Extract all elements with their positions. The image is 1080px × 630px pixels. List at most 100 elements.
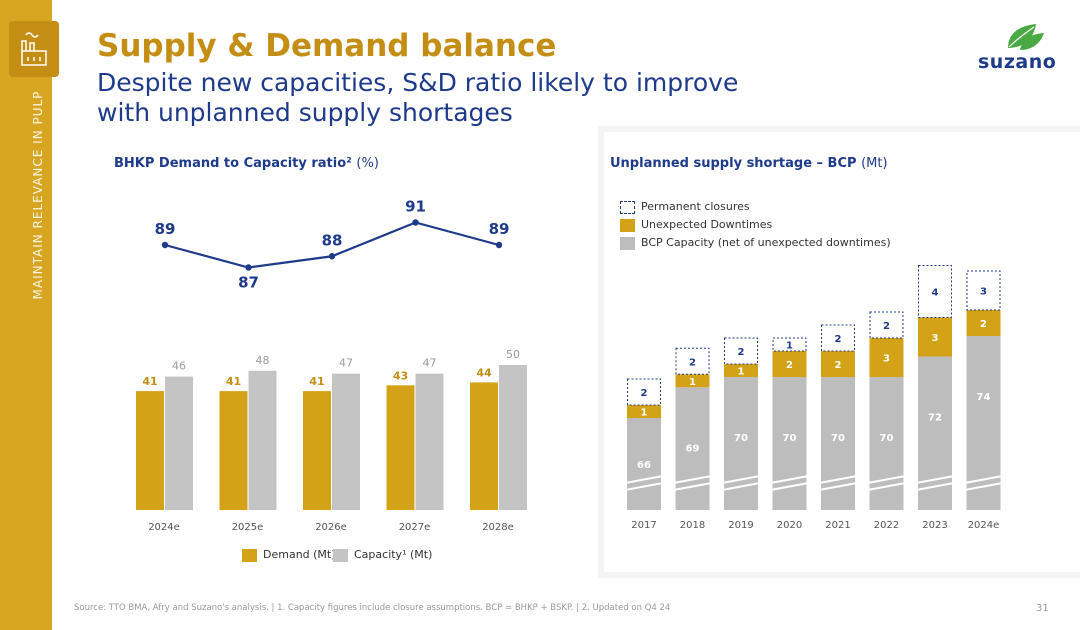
axis-break-mark (915, 475, 955, 484)
left-chart-title: BHKP Demand to Capacity ratio² (%) (114, 156, 379, 171)
closure-bar (772, 337, 807, 352)
legend-bcp-label: BCP Capacity (net of unexpected downtime… (641, 236, 891, 249)
capacity-label: 47 (423, 357, 437, 370)
demand-label: 44 (476, 366, 492, 379)
axis-break-mark (770, 475, 809, 484)
left-chart-title-text: BHKP Demand to Capacity ratio² (114, 156, 352, 171)
x-tick-label: 2027e (399, 522, 431, 533)
axis-break-mark (818, 482, 858, 491)
axis-break-mark (721, 475, 761, 484)
downtime-bar (966, 310, 1001, 336)
x-tick-label: 2026e (315, 522, 347, 533)
page-subtitle: Despite new capacities, S&D ratio likely… (97, 68, 739, 127)
ratio-point (328, 253, 336, 260)
x-tick-label: 2018 (680, 520, 705, 531)
legend-demand: Demand (Mt) (242, 548, 336, 562)
closure-label: 1 (786, 341, 793, 352)
downtime-bar (675, 374, 710, 388)
closure-bar (675, 347, 710, 375)
downtime-label: 1 (641, 408, 648, 419)
legend-capacity-bcp-swatch (620, 236, 635, 250)
closure-bar (627, 378, 661, 406)
demand-bar (219, 391, 248, 510)
x-tick-label: 2025e (232, 522, 264, 533)
closure-label: 2 (835, 334, 842, 345)
capacity-bar (165, 376, 193, 510)
legend-downtimes-label: Unexpected Downtimes (641, 218, 773, 231)
downtime-label: 2 (786, 360, 793, 371)
downtime-bar (772, 351, 807, 377)
bcp-capacity-label: 70 (734, 433, 748, 444)
downtime-label: 2 (835, 360, 842, 371)
downtime-bar (724, 364, 758, 377)
x-tick-label: 2020 (777, 520, 802, 531)
suzano-leaf-icon (1008, 24, 1044, 50)
demand-label: 43 (393, 369, 408, 382)
closure-bar (869, 311, 904, 339)
ratio-label: 88 (322, 231, 343, 249)
legend-downtimes-swatch (620, 218, 635, 232)
capacity-label: 50 (506, 348, 520, 361)
ratio-point (495, 241, 503, 249)
legend-capacity: Capacity¹ (Mt) (333, 548, 432, 562)
legend-demand-swatch (242, 548, 257, 562)
axis-break-mark (867, 475, 906, 484)
demand-bar (386, 385, 415, 510)
demand-label: 41 (142, 375, 157, 388)
demand-bar (470, 382, 498, 510)
legend-permanent-closures: Permanent closures (620, 200, 750, 214)
legend-closures-label: Permanent closures (641, 200, 750, 213)
x-tick-label: 2024e (968, 520, 1000, 531)
downtime-label: 3 (883, 354, 890, 365)
right-chart-title-unit: (Mt) (861, 156, 888, 171)
ratio-point (245, 264, 252, 271)
page-title: Supply & Demand balance (97, 28, 557, 64)
sidebar-band: MAINTAIN RELEVANCE IN PULP (0, 0, 52, 630)
closure-label: 3 (980, 287, 987, 298)
closure-bar (724, 337, 758, 365)
bcp-capacity-label: 70 (880, 433, 894, 444)
downtime-bar (627, 405, 661, 418)
legend-closures-swatch (620, 200, 635, 214)
bcp-capacity-bar (627, 418, 661, 510)
ratio-label: 89 (489, 220, 510, 238)
axis-break-mark (867, 482, 906, 491)
axis-break-mark (624, 475, 664, 484)
bcp-capacity-label: 69 (686, 443, 700, 454)
closure-bar (966, 270, 1001, 311)
downtime-bar (869, 338, 904, 377)
ratio-point (161, 241, 169, 249)
legend-capacity-label: Capacity¹ (Mt) (354, 548, 433, 561)
capacity-bar (499, 365, 527, 510)
closure-label: 2 (738, 347, 745, 358)
closure-label: 2 (689, 357, 696, 368)
bcp-capacity-label: 74 (977, 392, 991, 403)
footer-source: Source: TTO BMA, Afry and Suzano's analy… (74, 603, 671, 613)
axis-break-mark (964, 475, 1003, 484)
bcp-capacity-label: 72 (928, 413, 942, 424)
left-chart: 89 87 88 91 89 41 46 2024e 41 48 2025e 41 47 2026e 43 4… (136, 198, 527, 533)
factory-icon (9, 21, 59, 77)
axis-break-mark (721, 482, 761, 491)
suzano-logo: suzano (978, 51, 1057, 73)
left-chart-title-unit: (%) (356, 156, 379, 171)
ratio-point (412, 219, 419, 226)
demand-label: 41 (226, 375, 241, 388)
capacity-label: 47 (339, 357, 353, 370)
x-tick-label: 2019 (728, 520, 753, 531)
axis-break-mark (624, 482, 664, 491)
x-tick-label: 2022 (874, 520, 899, 531)
demand-label: 41 (309, 375, 324, 388)
closure-bar (918, 265, 952, 318)
ratio-label: 91 (405, 198, 426, 216)
x-tick-label: 2021 (825, 520, 850, 531)
closure-label: 2 (641, 388, 648, 399)
capacity-bar (415, 373, 444, 510)
right-chart-title: Unplanned supply shortage – BCP (Mt) (610, 156, 888, 171)
bcp-capacity-label: 70 (783, 433, 797, 444)
capacity-bar (248, 370, 277, 510)
ratio-label: 89 (155, 220, 176, 238)
closure-label: 4 (932, 288, 939, 299)
x-tick-label: 2024e (148, 522, 180, 533)
axis-break-mark (673, 482, 712, 491)
